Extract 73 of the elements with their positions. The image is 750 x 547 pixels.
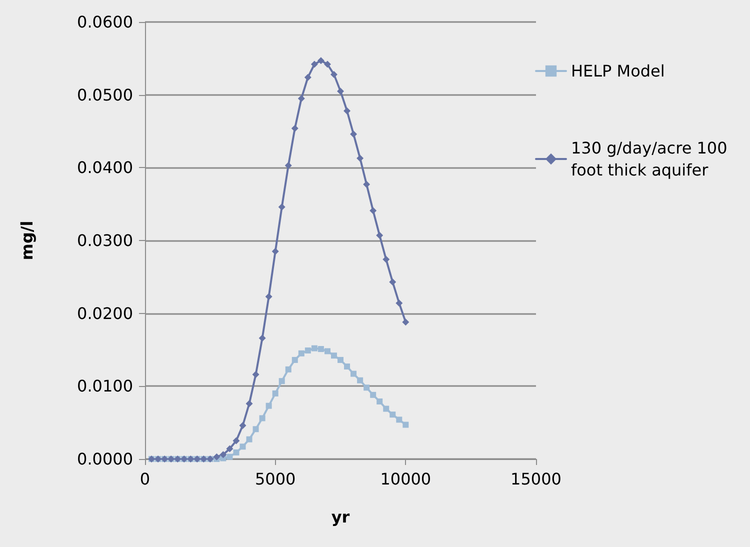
point [298, 94, 305, 102]
point [350, 130, 358, 138]
point [402, 318, 410, 326]
point [337, 88, 344, 95]
point [272, 248, 279, 255]
point [246, 400, 253, 408]
point [240, 444, 246, 450]
point [278, 203, 286, 210]
y-tick-label: 0.0000 [77, 450, 133, 468]
point [390, 412, 396, 418]
point [298, 350, 304, 356]
point [389, 278, 396, 286]
point [364, 384, 370, 391]
point [252, 371, 260, 378]
point [324, 60, 331, 68]
y-tick-label: 0.0400 [77, 158, 133, 178]
point [376, 232, 384, 239]
point [357, 377, 364, 384]
point [324, 348, 330, 354]
y-tick-label: 0.0300 [77, 231, 133, 250]
legend-label: HELP Model [571, 62, 665, 80]
point [356, 154, 364, 162]
y-axis-title: mg/l [18, 220, 36, 260]
point [350, 370, 357, 377]
point [344, 364, 350, 370]
point [344, 107, 351, 114]
point [272, 390, 278, 396]
point [226, 445, 234, 452]
point [318, 346, 324, 352]
x-tick-label: 5000 [254, 470, 296, 488]
point [226, 454, 233, 460]
point [396, 300, 403, 307]
y-tick-label: 0.0600 [77, 12, 133, 32]
point [285, 366, 292, 372]
point [304, 74, 312, 81]
point [402, 422, 409, 428]
point [382, 256, 390, 263]
legend-label: 130 g/day/acre 100 foot thick aquifer [571, 138, 732, 180]
point [292, 356, 298, 363]
point [232, 437, 240, 444]
point [252, 426, 259, 432]
x-tick-label: 10000 [380, 470, 432, 488]
point [220, 451, 227, 458]
point [338, 356, 344, 363]
point [266, 402, 272, 409]
point [213, 453, 220, 460]
point [330, 70, 338, 78]
point [396, 416, 402, 423]
x-axis-title: yr [331, 508, 350, 526]
y-tick-label: 0.0500 [77, 85, 133, 104]
point [233, 449, 240, 456]
x-tick-label: 0 [140, 470, 150, 488]
point [284, 162, 292, 169]
point [311, 345, 318, 352]
point [239, 422, 246, 429]
point [363, 180, 370, 188]
point [370, 207, 377, 214]
point [259, 415, 266, 422]
point [370, 392, 376, 398]
y-tick-label: 0.0100 [77, 376, 133, 396]
y-tick-label: 0.0200 [77, 304, 133, 323]
point [246, 436, 252, 442]
point [258, 334, 266, 342]
point [304, 347, 311, 354]
x-tick-label: 15000 [510, 470, 562, 488]
point [330, 352, 337, 359]
point [317, 57, 324, 64]
point [265, 293, 272, 300]
point [291, 124, 298, 132]
point [278, 378, 285, 384]
point [376, 398, 383, 404]
point [383, 406, 390, 412]
point [310, 60, 318, 68]
